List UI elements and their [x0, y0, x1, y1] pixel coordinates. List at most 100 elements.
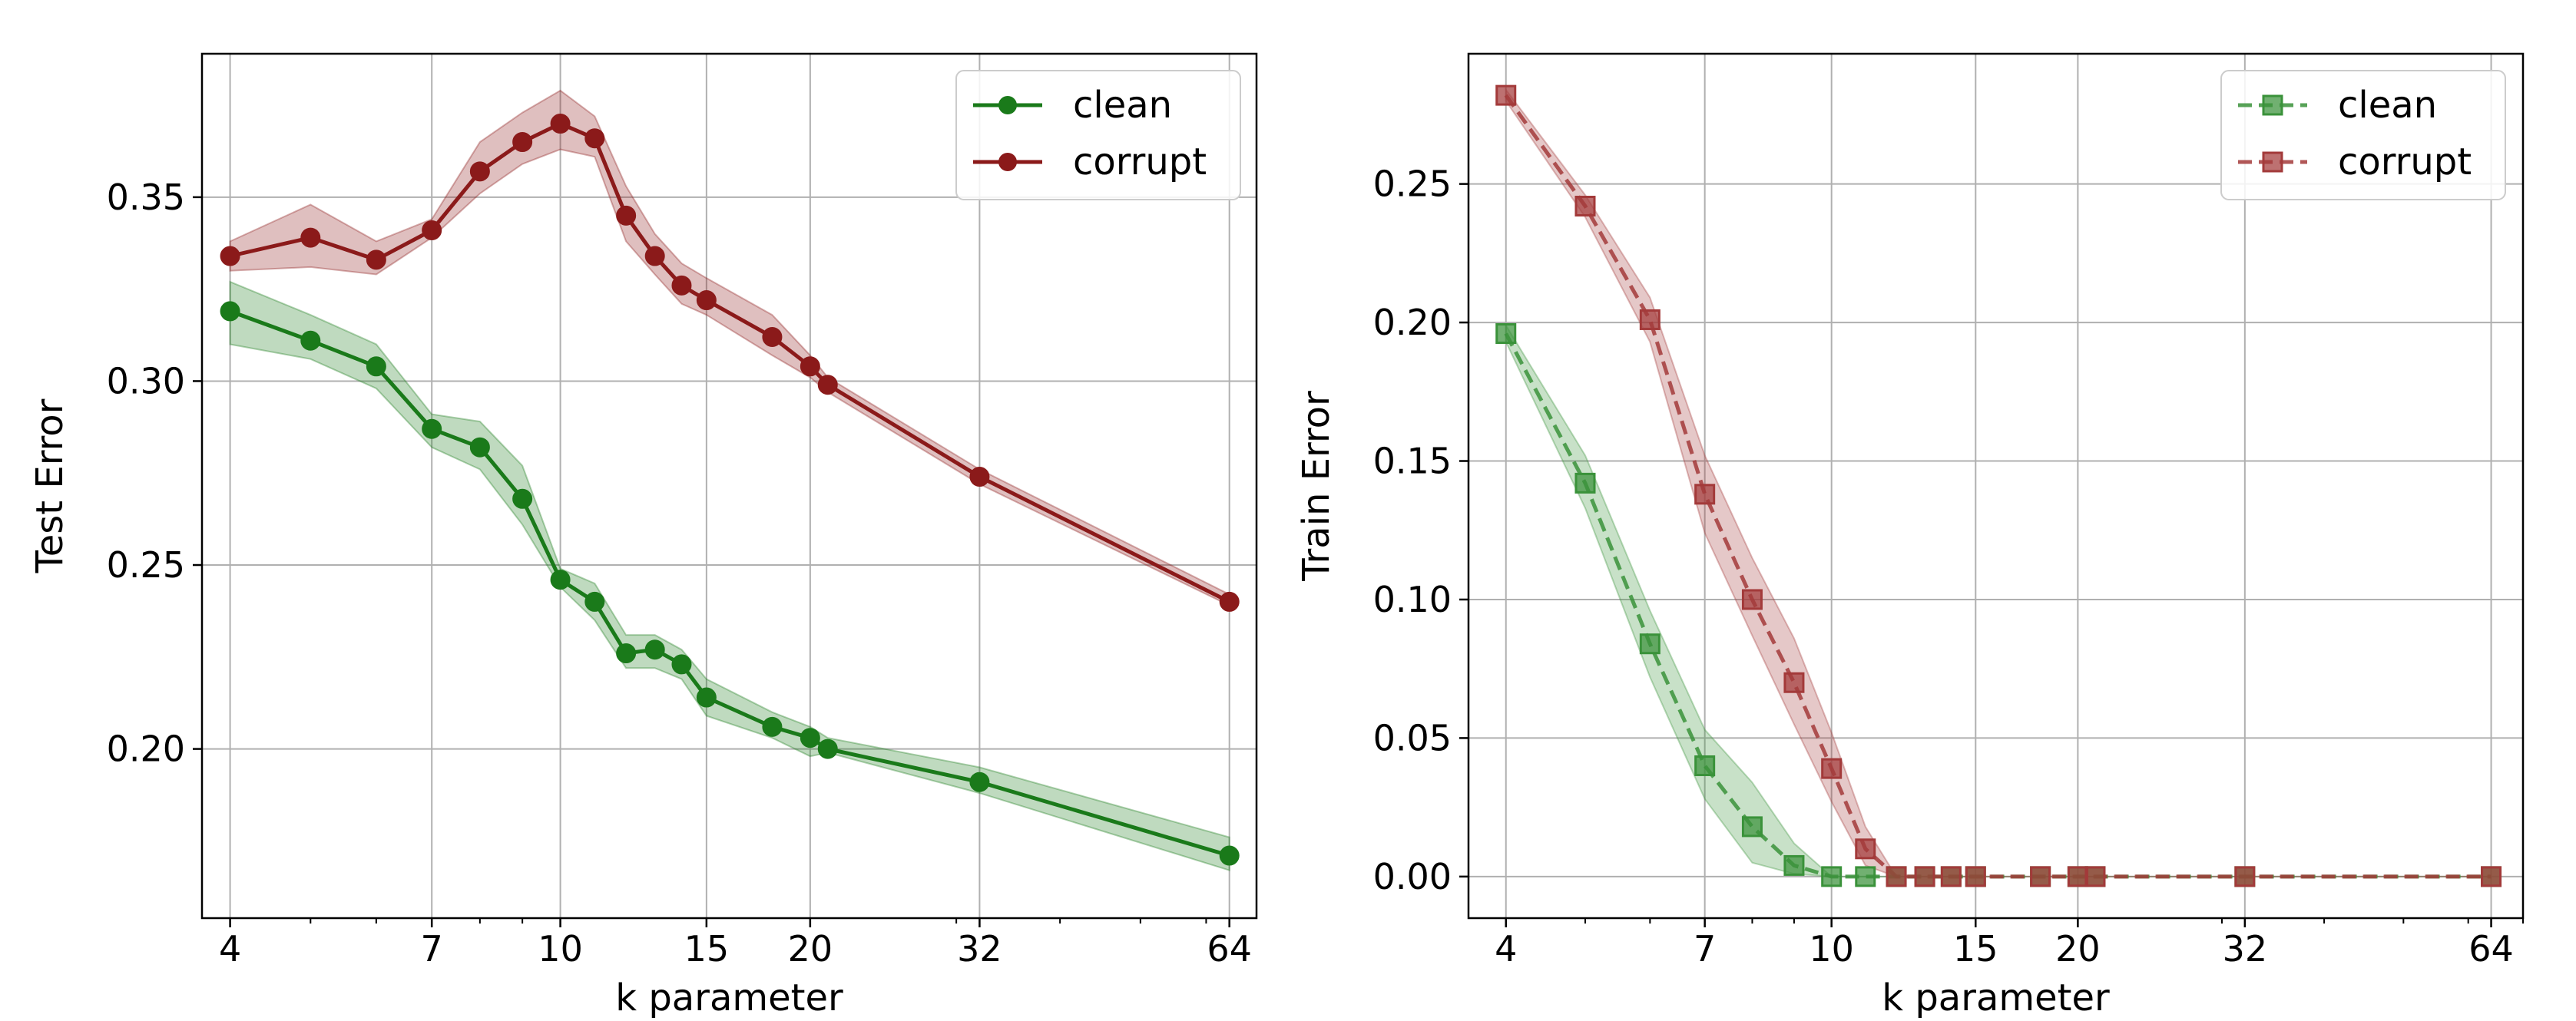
y-tick-label: 0.10	[1373, 579, 1452, 620]
y-axis-label: Test Error	[28, 398, 71, 573]
legend-marker-corrupt	[998, 153, 1017, 171]
confidence-band-corrupt	[1505, 87, 2492, 877]
y-tick-label: 0.15	[1373, 441, 1452, 482]
data-point-clean	[469, 437, 490, 458]
data-point-corrupt	[1783, 672, 1805, 693]
data-point-corrupt	[366, 249, 386, 270]
data-point-clean	[1821, 866, 1843, 887]
series-line-corrupt	[1504, 94, 2492, 879]
x-tick-label: 7	[421, 928, 443, 970]
x-axis-label: k parameter	[615, 976, 843, 1019]
data-point-corrupt	[2067, 866, 2088, 887]
data-point-corrupt	[220, 246, 240, 266]
data-point-corrupt	[469, 161, 490, 182]
data-point-clean	[1741, 816, 1763, 838]
data-point-clean	[1783, 854, 1805, 876]
data-point-clean	[616, 643, 637, 664]
data-point-clean	[1855, 866, 1876, 887]
data-point-clean	[762, 716, 783, 737]
data-point-clean	[671, 654, 692, 675]
y-tick-label: 0.30	[107, 360, 185, 401]
y-tick-label: 0.25	[107, 544, 185, 586]
data-point-corrupt	[1574, 195, 1596, 216]
x-tick-label: 64	[1207, 928, 1252, 970]
data-point-clean	[644, 639, 665, 660]
data-point-corrupt	[1855, 838, 1876, 860]
data-point-clean	[1219, 845, 1240, 866]
data-point-clean	[550, 570, 571, 590]
x-axis-label: k parameter	[1882, 976, 2110, 1019]
y-tick-label: 0.20	[107, 729, 185, 770]
data-point-corrupt	[1694, 484, 1716, 505]
legend-box	[955, 70, 1241, 200]
data-point-corrupt	[422, 220, 442, 240]
legend-marker-corrupt	[2262, 151, 2283, 173]
x-tick-label: 10	[538, 928, 583, 970]
x-tick-label: 64	[2468, 928, 2514, 970]
train-error-panel: 4 7 10 15 20 32 64 0.00 0.05 0.10 0.15 0.20 0.25 k pa…	[1295, 52, 2525, 1019]
x-tick-label: 10	[1809, 928, 1854, 970]
legend-label-corrupt: corrupt	[1073, 140, 1207, 183]
data-point-clean	[969, 772, 990, 792]
y-tick-label: 0.25	[1373, 164, 1452, 205]
legend-label-clean: clean	[2338, 84, 2437, 127]
data-point-corrupt	[584, 128, 605, 149]
data-point-corrupt	[550, 114, 571, 134]
data-point-clean	[584, 591, 605, 612]
y-tick-label: 0.05	[1373, 717, 1452, 758]
series-line-clean	[1504, 332, 2492, 879]
data-point-clean	[1574, 472, 1596, 494]
data-point-clean	[220, 301, 240, 322]
y-tick-label: 0.00	[1373, 856, 1452, 897]
confidence-band-clean	[229, 280, 1230, 872]
data-point-corrupt	[1821, 758, 1843, 779]
data-point-clean	[422, 418, 442, 439]
confidence-band-clean	[1505, 322, 2492, 877]
data-point-corrupt	[2481, 866, 2502, 887]
legend-box	[2220, 70, 2506, 200]
axes-frame	[1467, 52, 2525, 920]
plot-area	[1504, 87, 2492, 879]
data-point-corrupt	[762, 326, 783, 347]
data-point-corrupt	[2030, 866, 2051, 887]
plot-area	[229, 89, 1230, 872]
data-point-clean	[800, 728, 820, 748]
data-point-corrupt	[2084, 866, 2106, 887]
data-point-corrupt	[1741, 589, 1763, 610]
legend-label-clean: clean	[1073, 84, 1172, 127]
y-tick-label: 0.20	[1373, 302, 1452, 343]
y-tick-label: 0.35	[107, 177, 185, 218]
x-tick-label: 7	[1694, 928, 1716, 970]
data-point-corrupt	[1219, 591, 1240, 612]
data-point-corrupt	[1914, 866, 1935, 887]
data-point-clean	[696, 687, 717, 708]
data-point-clean	[512, 488, 533, 509]
test-error-panel: 4 7 10 15 20 32 64 0.20 0.25 0.30 0.35 k parameter T…	[28, 52, 1258, 1019]
data-point-clean	[366, 356, 386, 377]
data-point-corrupt	[696, 290, 717, 311]
data-point-corrupt	[1940, 866, 1962, 887]
data-point-corrupt	[300, 227, 321, 248]
x-tick-label: 32	[957, 928, 1002, 970]
data-point-corrupt	[1639, 309, 1660, 330]
x-tick-label: 4	[1495, 928, 1517, 970]
data-point-clean	[1694, 755, 1716, 777]
data-point-corrupt	[1495, 84, 1517, 106]
data-point-corrupt	[817, 375, 838, 395]
data-point-clean	[817, 738, 838, 759]
data-point-corrupt	[969, 467, 990, 487]
data-point-corrupt	[1886, 866, 1907, 887]
data-point-corrupt	[2234, 866, 2256, 887]
data-point-corrupt	[512, 131, 533, 152]
data-point-corrupt	[671, 275, 692, 296]
legend-label-corrupt: corrupt	[2338, 140, 2472, 183]
x-tick-label: 20	[788, 928, 833, 970]
data-point-corrupt	[644, 246, 665, 266]
x-tick-label: 15	[1953, 928, 1998, 970]
data-point-corrupt	[800, 356, 820, 377]
legend-marker-clean	[2262, 94, 2283, 116]
data-point-corrupt	[1965, 866, 1986, 887]
y-axis-label: Train Error	[1295, 391, 1338, 582]
x-tick-label: 15	[684, 928, 730, 970]
